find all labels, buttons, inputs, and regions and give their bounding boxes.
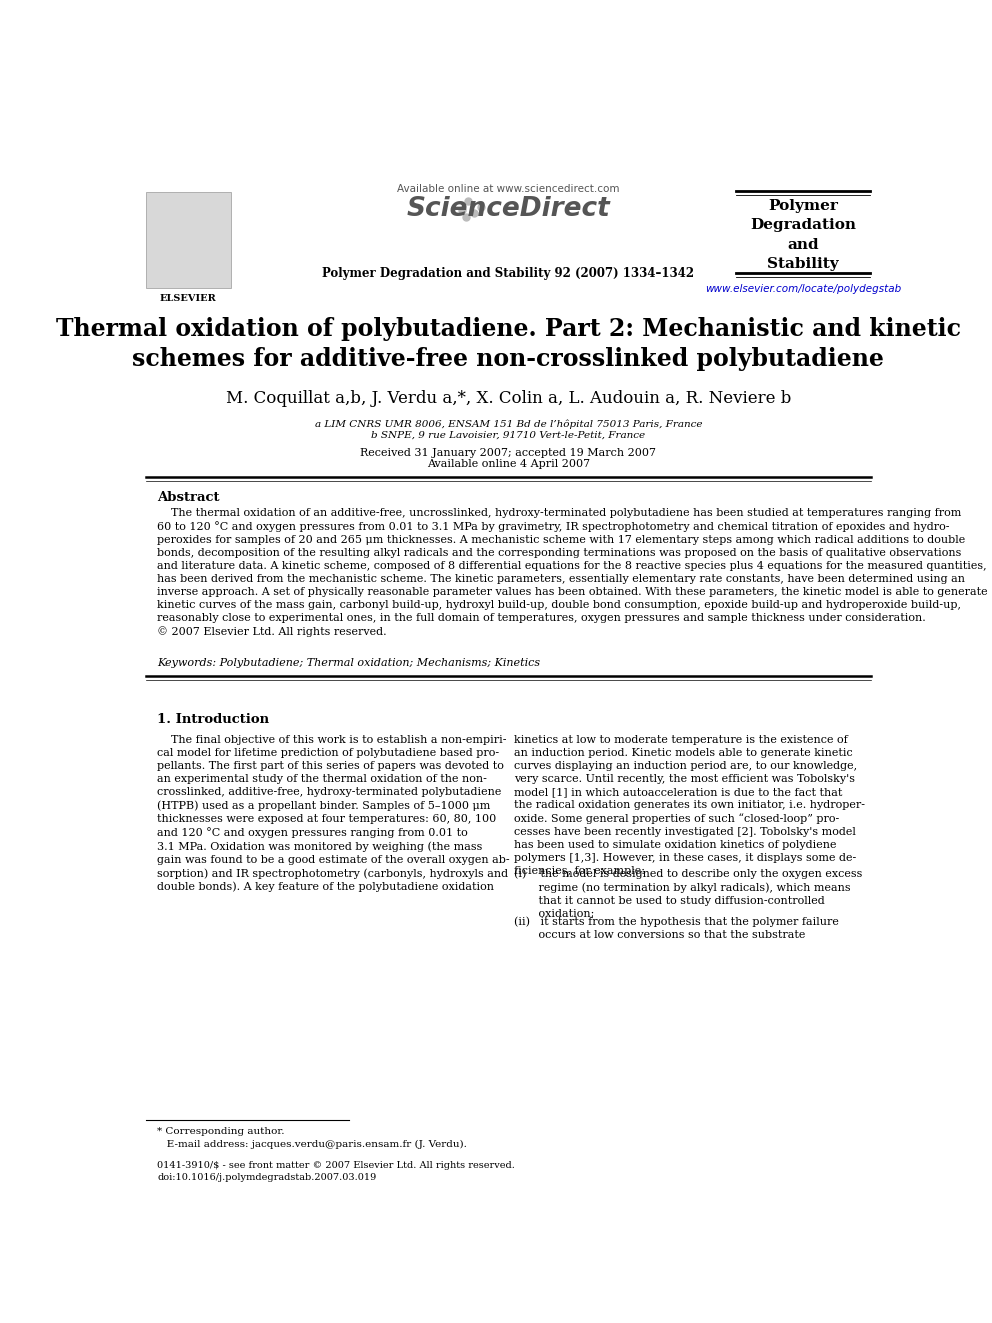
Text: ScienceDirect: ScienceDirect xyxy=(407,196,610,222)
Text: ELSEVIER: ELSEVIER xyxy=(160,294,216,303)
Text: b SNPE, 9 rue Lavoisier, 91710 Vert-le-Petit, France: b SNPE, 9 rue Lavoisier, 91710 Vert-le-P… xyxy=(371,430,646,439)
Text: Polymer
Degradation
and
Stability: Polymer Degradation and Stability xyxy=(750,198,856,271)
Text: kinetics at low to moderate temperature is the existence of
an induction period.: kinetics at low to moderate temperature … xyxy=(514,734,865,876)
Text: a LIM CNRS UMR 8006, ENSAM 151 Bd de l’hôpital 75013 Paris, France: a LIM CNRS UMR 8006, ENSAM 151 Bd de l’h… xyxy=(314,419,702,429)
Text: 0141-3910/$ - see front matter © 2007 Elsevier Ltd. All rights reserved.
doi:10.: 0141-3910/$ - see front matter © 2007 El… xyxy=(158,1162,515,1181)
Text: Available online 4 April 2007: Available online 4 April 2007 xyxy=(427,459,590,470)
Text: * Corresponding author.
   E-mail address: jacques.verdu@paris.ensam.fr (J. Verd: * Corresponding author. E-mail address: … xyxy=(158,1127,467,1148)
Text: Keywords: Polybutadiene; Thermal oxidation; Mechanisms; Kinetics: Keywords: Polybutadiene; Thermal oxidati… xyxy=(158,658,541,668)
Text: Abstract: Abstract xyxy=(158,491,220,504)
Text: Thermal oxidation of polybutadiene. Part 2: Mechanistic and kinetic
schemes for : Thermal oxidation of polybutadiene. Part… xyxy=(56,316,961,372)
Text: (ii)   it starts from the hypothesis that the polymer failure
       occurs at l: (ii) it starts from the hypothesis that … xyxy=(514,917,838,941)
Text: M. Coquillat a,b, J. Verdu a,*, X. Colin a, L. Audouin a, R. Neviere b: M. Coquillat a,b, J. Verdu a,*, X. Colin… xyxy=(226,390,791,406)
Text: Received 31 January 2007; accepted 19 March 2007: Received 31 January 2007; accepted 19 Ma… xyxy=(360,447,657,458)
Text: www.elsevier.com/locate/polydegstab: www.elsevier.com/locate/polydegstab xyxy=(704,283,901,294)
Bar xyxy=(146,192,231,288)
Text: The thermal oxidation of an additive-free, uncrosslinked, hydroxy-terminated pol: The thermal oxidation of an additive-fre… xyxy=(158,508,988,638)
Text: 1. Introduction: 1. Introduction xyxy=(158,713,270,726)
Text: The final objective of this work is to establish a non-empiri-
cal model for lif: The final objective of this work is to e… xyxy=(158,734,510,893)
Text: Available online at www.sciencedirect.com: Available online at www.sciencedirect.co… xyxy=(397,184,620,194)
Text: (i)    the model is designed to describe only the oxygen excess
       regime (n: (i) the model is designed to describe on… xyxy=(514,869,862,919)
Text: Polymer Degradation and Stability 92 (2007) 1334–1342: Polymer Degradation and Stability 92 (20… xyxy=(322,266,694,279)
